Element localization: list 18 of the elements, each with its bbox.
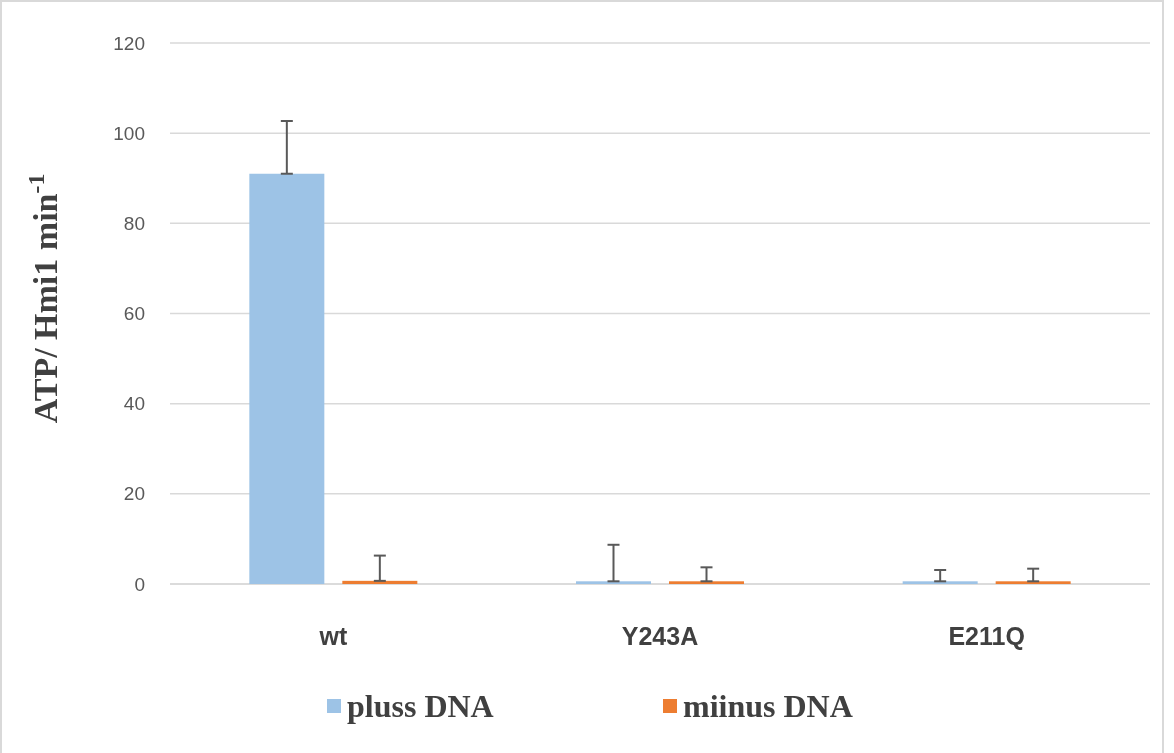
bar [576,581,651,584]
y-tick-label: 100 [113,122,145,144]
bar [995,581,1071,584]
bar [249,173,325,584]
bar [669,581,744,584]
bar [902,581,978,584]
x-tick-label: wt [318,622,348,650]
legend-label: pluss DNA [347,688,494,724]
y-tick-label: 0 [134,573,145,595]
y-tick-label: 20 [123,483,145,505]
legend-label: miinus DNA [683,688,853,724]
y-tick-label: 120 [113,32,145,54]
x-tick-label: Y243A [621,622,699,650]
y-tick-label: 60 [123,303,145,325]
y-tick-label: 40 [123,393,145,415]
x-tick-label: E211Q [948,622,1025,650]
bar [342,580,418,584]
y-tick-label: 80 [123,212,145,234]
